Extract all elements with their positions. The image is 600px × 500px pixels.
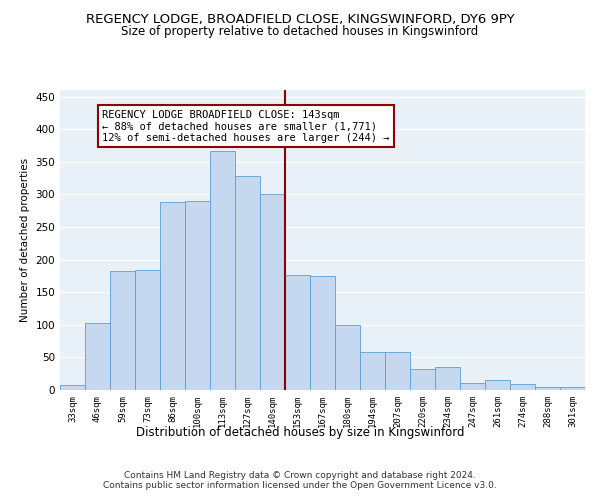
Bar	[260, 194, 285, 390]
Bar	[435, 366, 460, 390]
Text: Size of property relative to detached houses in Kingswinford: Size of property relative to detached ho…	[121, 25, 479, 38]
Bar	[510, 384, 535, 390]
Bar	[135, 270, 160, 390]
Text: Contains HM Land Registry data © Crown copyright and database right 2024.
Contai: Contains HM Land Registry data © Crown c…	[103, 470, 497, 490]
Bar	[285, 275, 310, 390]
Text: Distribution of detached houses by size in Kingswinford: Distribution of detached houses by size …	[136, 426, 464, 439]
Bar	[360, 352, 385, 390]
Text: REGENCY LODGE, BROADFIELD CLOSE, KINGSWINFORD, DY6 9PY: REGENCY LODGE, BROADFIELD CLOSE, KINGSWI…	[86, 12, 514, 26]
Bar	[560, 386, 585, 390]
Bar	[485, 380, 510, 390]
Bar	[185, 201, 210, 390]
Bar	[410, 369, 435, 390]
Bar	[385, 352, 410, 390]
Bar	[535, 386, 560, 390]
Bar	[310, 276, 335, 390]
Bar	[60, 386, 85, 390]
Bar	[335, 325, 360, 390]
Y-axis label: Number of detached properties: Number of detached properties	[20, 158, 30, 322]
Bar	[210, 152, 235, 390]
Bar	[85, 323, 110, 390]
Text: REGENCY LODGE BROADFIELD CLOSE: 143sqm
← 88% of detached houses are smaller (1,7: REGENCY LODGE BROADFIELD CLOSE: 143sqm ←…	[103, 110, 390, 143]
Bar	[235, 176, 260, 390]
Bar	[110, 270, 135, 390]
Bar	[160, 202, 185, 390]
Bar	[460, 383, 485, 390]
